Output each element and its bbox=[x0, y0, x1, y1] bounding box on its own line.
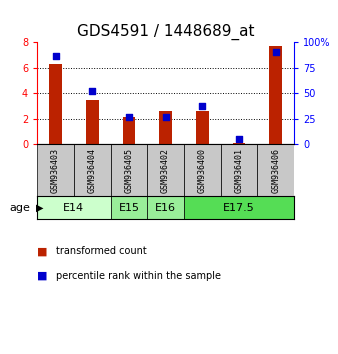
Title: GDS4591 / 1448689_at: GDS4591 / 1448689_at bbox=[77, 23, 255, 40]
Bar bbox=[37, 144, 74, 196]
Text: GSM936400: GSM936400 bbox=[198, 148, 207, 193]
Bar bbox=[74, 144, 111, 196]
Text: GSM936405: GSM936405 bbox=[124, 148, 134, 193]
Bar bbox=[147, 144, 184, 196]
Point bbox=[90, 88, 95, 94]
Bar bbox=[147, 196, 184, 219]
Text: GSM936406: GSM936406 bbox=[271, 148, 280, 193]
Bar bbox=[111, 144, 147, 196]
Text: E17.5: E17.5 bbox=[223, 203, 255, 213]
Text: GSM936401: GSM936401 bbox=[235, 148, 243, 193]
Bar bbox=[111, 196, 147, 219]
Bar bbox=[184, 144, 221, 196]
Bar bbox=[184, 196, 294, 219]
Bar bbox=[233, 143, 245, 144]
Bar bbox=[86, 99, 99, 144]
Bar bbox=[49, 64, 62, 144]
Text: GSM936404: GSM936404 bbox=[88, 148, 97, 193]
Point bbox=[126, 114, 131, 119]
Text: ▶: ▶ bbox=[35, 203, 43, 213]
Bar bbox=[37, 196, 111, 219]
Text: E16: E16 bbox=[155, 203, 176, 213]
Bar bbox=[269, 46, 282, 144]
Text: GSM936402: GSM936402 bbox=[161, 148, 170, 193]
Text: percentile rank within the sample: percentile rank within the sample bbox=[56, 271, 221, 281]
Text: E14: E14 bbox=[63, 203, 84, 213]
Bar bbox=[159, 111, 172, 144]
Point bbox=[200, 104, 205, 109]
Bar bbox=[122, 118, 135, 144]
Point bbox=[236, 136, 242, 142]
Point bbox=[273, 49, 279, 55]
Bar bbox=[221, 144, 257, 196]
Point bbox=[163, 114, 168, 119]
Point bbox=[53, 53, 58, 58]
Text: ■: ■ bbox=[37, 271, 48, 281]
Text: GSM936403: GSM936403 bbox=[51, 148, 60, 193]
Bar bbox=[257, 144, 294, 196]
Text: ■: ■ bbox=[37, 246, 48, 256]
Text: E15: E15 bbox=[118, 203, 139, 213]
Text: age: age bbox=[9, 203, 30, 213]
Bar bbox=[196, 111, 209, 144]
Text: transformed count: transformed count bbox=[56, 246, 146, 256]
